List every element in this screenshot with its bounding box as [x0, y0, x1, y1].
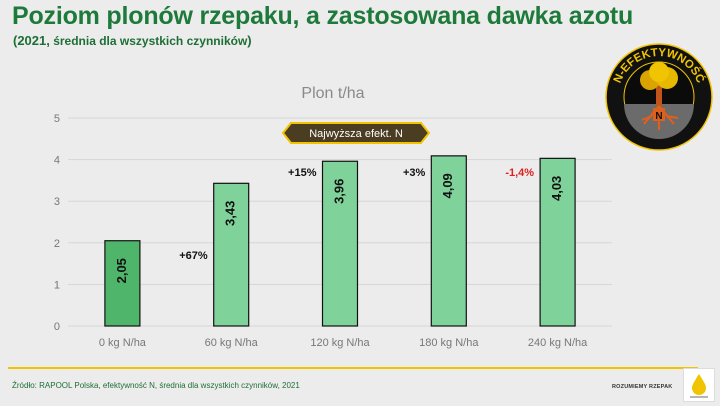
y-tick-label: 0 [54, 321, 60, 333]
yield-bar-chart: Plon t/ha 0 1 2 3 4 5 2,05 0 kg N/ha 3,43 60 kg N/… [54, 85, 612, 349]
bar [430, 155, 467, 327]
change-label: +67% [179, 250, 208, 262]
brand-tagline: ROZUMIEMY RZEPAK [612, 384, 673, 390]
source-note: Źródło: RAPOOL Polska, efektywność N, śr… [12, 381, 300, 390]
rapool-drop-icon [690, 374, 708, 398]
footer-rule [8, 367, 698, 369]
subtitle-year: (2021, [13, 33, 50, 48]
y-tick-label: 4 [54, 155, 60, 167]
page-title: Poziom plonów rzepaku, a zastosowana daw… [12, 2, 634, 30]
change-label: -1,4% [505, 167, 534, 179]
x-tick-label: 60 kg N/ha [205, 337, 259, 349]
y-tick-label: 1 [54, 279, 60, 291]
change-label: +3% [403, 167, 426, 179]
y-tick-label: 3 [54, 196, 60, 208]
bar [539, 157, 576, 327]
bar-value-label: 4,09 [440, 173, 455, 198]
change-label: +15% [288, 167, 317, 179]
x-tick-label: 120 kg N/ha [310, 337, 370, 349]
bar [104, 240, 141, 327]
bar-value-label: 3,96 [331, 179, 346, 204]
chart-title: Plon t/ha [301, 85, 364, 102]
rapool-badge-icon [683, 368, 715, 402]
y-tick-label: 2 [54, 238, 60, 250]
subtitle-text: średnia dla wszystkich czynników [49, 34, 248, 48]
x-tick-label: 180 kg N/ha [419, 337, 479, 349]
n-efektywnosc-logo: N N-EFEKTYWNOŚĆ [605, 43, 713, 151]
x-tick-label: 0 kg N/ha [99, 337, 147, 349]
highlight-banner-label: Najwyższa efekt. N [309, 128, 403, 140]
page-subtitle: (2021, średnia dla wszystkich czynników) [13, 33, 252, 48]
bar [213, 182, 250, 327]
tree-roots-icon [640, 62, 679, 130]
subtitle-close: ) [247, 33, 252, 48]
bar-value-label: 2,05 [114, 258, 129, 283]
logo-letter: N [655, 111, 662, 122]
bar-value-label: 3,43 [223, 201, 238, 226]
y-tick-label: 5 [54, 113, 60, 125]
bar [321, 160, 359, 327]
x-tick-label: 240 kg N/ha [528, 337, 588, 349]
bar-value-label: 4,03 [549, 176, 564, 201]
highlight-banner [281, 122, 431, 144]
